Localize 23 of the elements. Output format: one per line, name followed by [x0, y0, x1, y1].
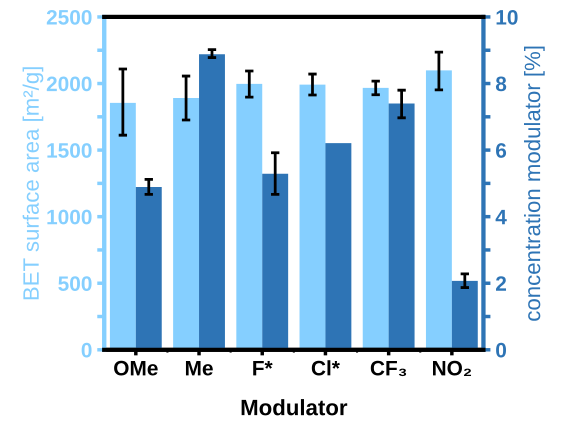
y-tick-label: 2000: [46, 76, 92, 92]
x-tick-label: F*: [253, 360, 273, 376]
y2-tick-label: 0: [496, 342, 506, 358]
y-tick-label: 0: [82, 342, 92, 358]
x-tick-label: Me: [186, 360, 213, 376]
y-tick-label: 500: [58, 276, 92, 291]
y-axis-title: BET surface area [m²/g]: [22, 67, 44, 300]
y2-tick-label: 2: [496, 276, 506, 291]
x-tick-label: CF₃: [370, 360, 406, 376]
y2-tick-label: 8: [496, 76, 506, 92]
y2-tick-label: 10: [496, 10, 518, 25]
y2-axis-title: concentration modulator [%]: [524, 46, 545, 321]
y2-tick-label: 6: [496, 143, 506, 158]
y2-tick-label: 4: [496, 210, 507, 224]
x-tick-label: NO₂: [433, 360, 472, 376]
x-tick-label: OMe: [114, 360, 158, 376]
y-tick-label: 1000: [47, 210, 92, 224]
y-tick-label: 1500: [47, 143, 92, 158]
x-axis-title: Modulator: [242, 399, 348, 416]
x-tick-label: Cl*: [312, 360, 340, 376]
y-tick-label: 2500: [46, 10, 92, 25]
bar: [452, 280, 478, 350]
bar: [426, 70, 452, 350]
